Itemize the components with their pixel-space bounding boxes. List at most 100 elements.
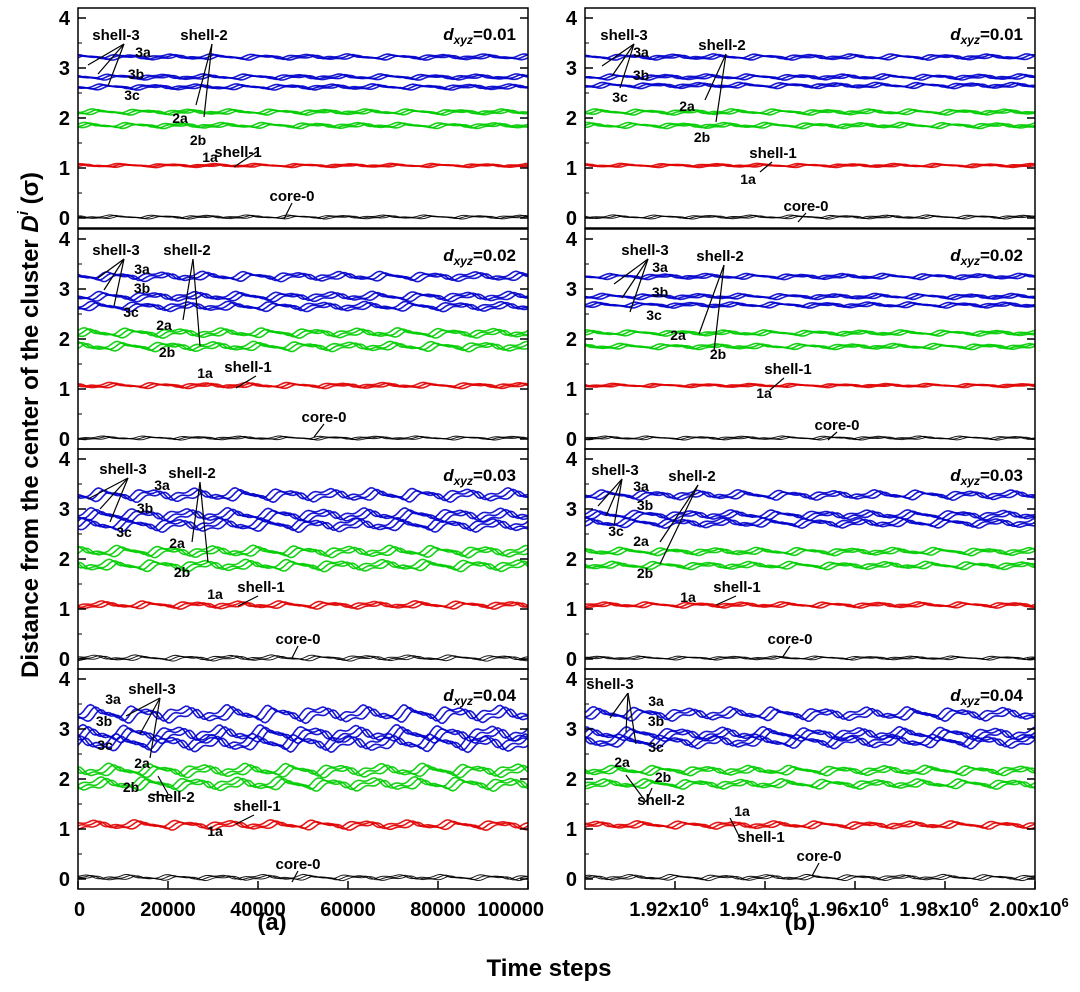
- leader-line: [191, 481, 201, 543]
- x-tick-label: 1.96x106: [809, 895, 889, 921]
- series-label-shell-3: shell-3: [621, 242, 669, 259]
- leader-line: [625, 774, 647, 803]
- series-label-shell-2: shell-2: [637, 792, 685, 809]
- series-label-1a: 1a: [756, 385, 772, 401]
- y-axis-title-sup: i: [15, 210, 32, 215]
- series-label-2b: 2b: [190, 132, 206, 148]
- series-line-2a: [77, 764, 529, 777]
- y-axis-title: Distance from the center of the cluster …: [15, 172, 44, 678]
- series-label-shell-3: shell-3: [591, 462, 639, 479]
- series-line-3a: [78, 53, 529, 61]
- series-label-3b: 3b: [128, 66, 144, 82]
- series-label-3a: 3a: [134, 261, 150, 277]
- series-label-3b: 3b: [633, 67, 649, 83]
- series-line-1a: [77, 818, 529, 829]
- y-tick-label: 4: [566, 229, 578, 251]
- series-label-core-0: core-0: [783, 198, 828, 215]
- series-label-3a: 3a: [154, 477, 170, 493]
- series-label-shell-3: shell-3: [92, 27, 140, 44]
- y-tick-label: 3: [566, 58, 577, 80]
- leader-line: [613, 258, 649, 285]
- leader-line: [613, 478, 623, 527]
- series-label-shell-1: shell-1: [749, 145, 797, 162]
- y-axis-title-symbol: D: [17, 215, 44, 232]
- dxyz-annotation: dxyz=0.03: [950, 466, 1023, 488]
- series-label-shell-1: shell-1: [224, 359, 272, 376]
- series-line-3c: [77, 735, 529, 751]
- series-line-3b: [584, 725, 1036, 739]
- leader-line: [781, 645, 791, 659]
- series-line-3c: [584, 733, 1036, 747]
- series-line-3c: [584, 301, 1036, 308]
- y-tick-label: 4: [566, 8, 578, 30]
- series-label-3c: 3c: [608, 523, 624, 539]
- series-line-2a: [77, 326, 529, 337]
- series-line-core-0: [584, 435, 1036, 440]
- leader-line: [627, 692, 637, 745]
- series-line-2b: [77, 559, 529, 572]
- series-label-shell-2: shell-2: [696, 248, 744, 265]
- dxyz-annotation: dxyz=0.01: [950, 25, 1023, 47]
- series-label-3c: 3c: [612, 89, 628, 105]
- leader-line: [283, 202, 293, 220]
- series-label-2a: 2a: [679, 98, 695, 114]
- series-line-3b: [584, 508, 1036, 519]
- series-label-2b: 2b: [694, 129, 710, 145]
- series-line-3a: [77, 486, 529, 500]
- series-line-2a: [584, 329, 1036, 336]
- series-label-3c: 3c: [124, 87, 140, 103]
- leader-line: [313, 423, 325, 438]
- series-label-3c: 3c: [646, 307, 662, 323]
- y-tick-label: 3: [59, 719, 70, 741]
- leader-line: [811, 862, 820, 877]
- leader-line: [235, 814, 255, 825]
- leader-line: [87, 477, 129, 500]
- leader-line: [659, 484, 699, 565]
- panel-b-4: 0 1 2 3 4 1.92x106 1.94x106 1.96x106 1.98x106 2.0…: [566, 668, 1069, 921]
- series-line-3b: [584, 73, 1036, 80]
- series-label-3c: 3c: [97, 737, 113, 753]
- y-tick-label: 2: [566, 108, 577, 130]
- series-label-shell-3: shell-3: [600, 27, 648, 44]
- series-label-2a: 2a: [633, 533, 649, 549]
- leader-line: [87, 43, 125, 66]
- series-label-3a: 3a: [135, 44, 151, 60]
- y-axis-title-text: Distance from the center of the cluster: [17, 233, 44, 678]
- series-line-2b: [584, 777, 1036, 788]
- leader-line: [233, 150, 259, 168]
- series-label-2b: 2b: [710, 346, 726, 362]
- y-tick-label: 0: [59, 649, 70, 671]
- leader-line: [109, 477, 129, 523]
- series-line-2b: [77, 121, 529, 128]
- series-label-2b: 2b: [637, 565, 653, 581]
- leader-line: [199, 481, 209, 563]
- series-line-2a: [584, 108, 1036, 115]
- series-label-3a: 3a: [633, 44, 649, 60]
- series-line-2a: [77, 108, 529, 115]
- y-tick-label: 1: [59, 379, 70, 401]
- y-tick-label: 4: [566, 669, 578, 691]
- series-label-shell-2: shell-2: [668, 468, 716, 485]
- series-label-1a: 1a: [202, 149, 218, 165]
- series-line-1a: [77, 381, 529, 388]
- series-line-core-0: [584, 214, 1036, 219]
- y-axis-title-unit: (σ): [17, 172, 44, 211]
- leader-line: [149, 697, 161, 759]
- series-line-core-0: [77, 873, 529, 880]
- leader-line: [601, 43, 635, 67]
- leader-line: [149, 793, 169, 797]
- leader-line: [715, 53, 727, 123]
- series-label-3b: 3b: [648, 713, 664, 729]
- y-tick-label: 1: [566, 819, 577, 841]
- x-tick-label: 40000: [230, 899, 286, 921]
- y-tick-label: 3: [59, 58, 70, 80]
- series-label-2a: 2a: [169, 535, 185, 551]
- series-label-shell-3: shell-3: [92, 242, 140, 259]
- y-tick-label: 0: [59, 429, 70, 451]
- x-tick-label: 0: [74, 899, 85, 921]
- series-label-core-0: core-0: [275, 631, 320, 648]
- series-label-shell-1: shell-1: [764, 361, 812, 378]
- leader-line: [291, 870, 299, 883]
- leader-line: [97, 258, 125, 279]
